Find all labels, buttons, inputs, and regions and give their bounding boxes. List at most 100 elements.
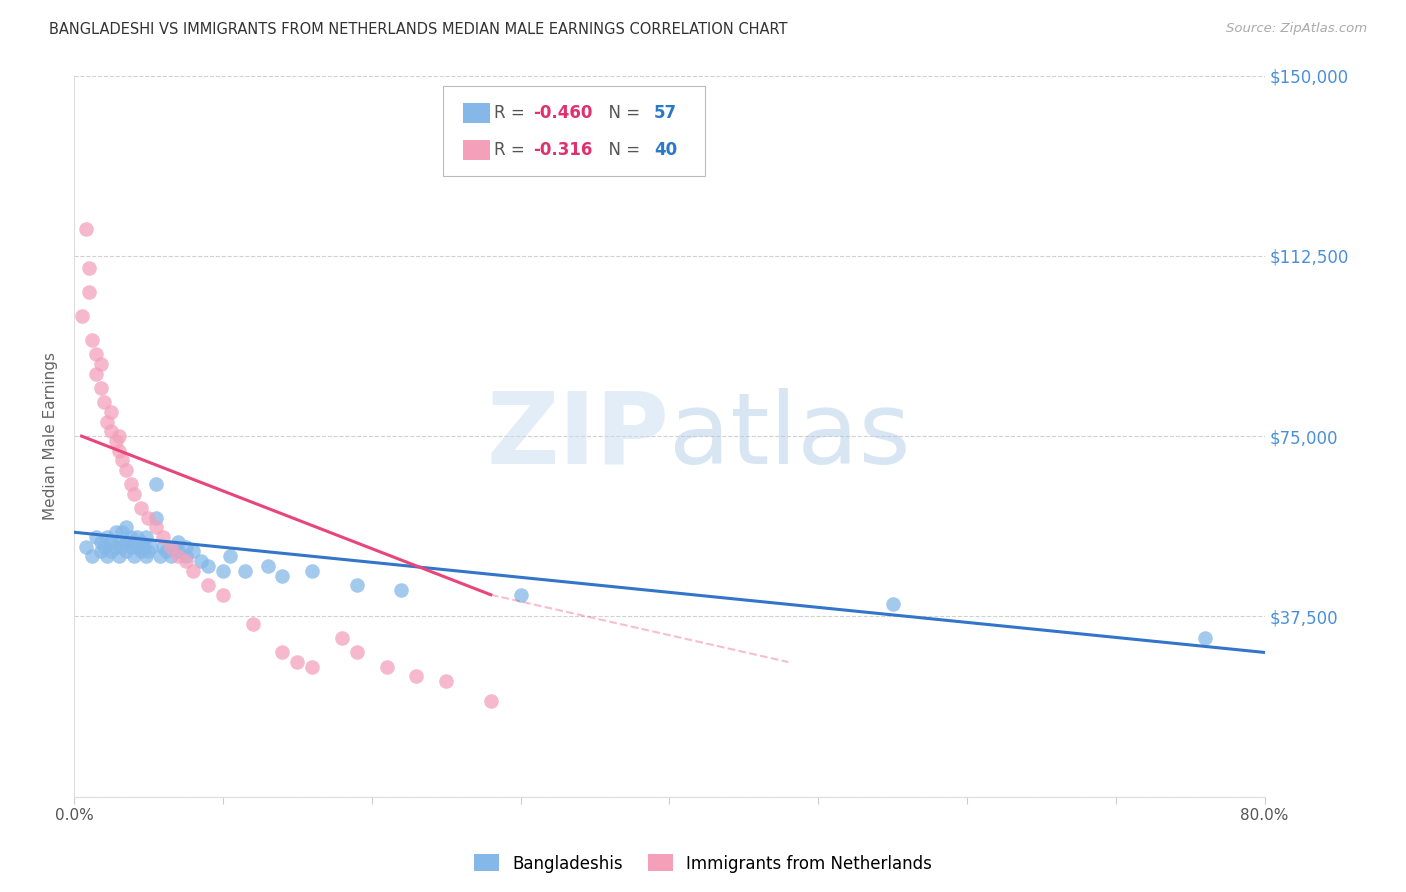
Point: [167, 544, 190, 558]
Point: [90, 381, 112, 395]
Point: [346, 578, 368, 592]
Point: [111, 453, 134, 467]
Point: [152, 540, 174, 554]
Point: [159, 549, 181, 564]
Point: [174, 549, 197, 564]
Point: [405, 669, 427, 683]
Point: [75, 540, 97, 554]
Point: [165, 540, 187, 554]
Point: [135, 549, 157, 564]
Text: N =: N =: [598, 141, 645, 159]
FancyBboxPatch shape: [443, 87, 704, 177]
Point: [301, 564, 323, 578]
Point: [80, 549, 103, 564]
Point: [181, 564, 204, 578]
Point: [122, 487, 145, 501]
Point: [132, 540, 155, 554]
Point: [104, 434, 127, 448]
Point: [111, 540, 134, 554]
Text: R =: R =: [495, 104, 530, 122]
Point: [167, 549, 190, 564]
Point: [93, 395, 115, 409]
Y-axis label: Median Male Earnings: Median Male Earnings: [44, 352, 58, 520]
Text: atlas: atlas: [669, 388, 911, 484]
Point: [212, 588, 235, 602]
Text: -0.460: -0.460: [534, 104, 593, 122]
Text: R =: R =: [495, 141, 536, 159]
Point: [152, 530, 174, 544]
Point: [96, 549, 118, 564]
Point: [174, 540, 197, 554]
Text: Source: ZipAtlas.com: Source: ZipAtlas.com: [1226, 22, 1367, 36]
Point: [145, 477, 167, 491]
Point: [107, 549, 129, 564]
Point: [138, 544, 160, 558]
Point: [115, 534, 138, 549]
Point: [96, 415, 118, 429]
Point: [80, 333, 103, 347]
Point: [104, 525, 127, 540]
Point: [233, 564, 256, 578]
Point: [346, 645, 368, 659]
Text: 40: 40: [654, 141, 676, 159]
Point: [122, 549, 145, 564]
Bar: [464, 103, 489, 123]
Point: [70, 309, 93, 323]
Point: [86, 367, 108, 381]
Point: [301, 660, 323, 674]
Point: [96, 530, 118, 544]
Point: [159, 540, 181, 554]
Point: [107, 443, 129, 458]
Point: [115, 520, 138, 534]
Text: ZIP: ZIP: [486, 388, 669, 484]
Point: [145, 520, 167, 534]
Point: [391, 582, 413, 597]
Point: [115, 463, 138, 477]
Point: [219, 549, 242, 564]
Point: [271, 568, 294, 582]
Point: [145, 511, 167, 525]
Point: [100, 405, 122, 419]
Legend: Bangladeshis, Immigrants from Netherlands: Bangladeshis, Immigrants from Netherland…: [467, 847, 939, 880]
Point: [90, 534, 112, 549]
Point: [100, 425, 122, 439]
Point: [242, 616, 264, 631]
Point: [125, 540, 148, 554]
Point: [104, 540, 127, 554]
Point: [197, 578, 219, 592]
Point: [86, 347, 108, 361]
Point: [375, 660, 398, 674]
Point: [120, 477, 142, 491]
Point: [882, 598, 904, 612]
Text: 57: 57: [654, 104, 676, 122]
Point: [155, 544, 177, 558]
Point: [135, 530, 157, 544]
Point: [509, 588, 531, 602]
Point: [115, 544, 138, 558]
Point: [90, 544, 112, 558]
Text: N =: N =: [598, 104, 645, 122]
Point: [77, 260, 100, 275]
Bar: [464, 139, 489, 160]
Point: [434, 674, 457, 689]
Point: [129, 544, 152, 558]
Point: [75, 222, 97, 236]
Point: [129, 501, 152, 516]
Point: [93, 540, 115, 554]
Point: [181, 544, 204, 558]
Point: [111, 525, 134, 540]
Point: [77, 285, 100, 299]
Point: [120, 530, 142, 544]
Point: [120, 540, 142, 554]
Point: [174, 554, 197, 568]
Point: [285, 655, 308, 669]
Point: [479, 693, 502, 707]
Point: [271, 645, 294, 659]
Point: [141, 540, 163, 554]
Point: [107, 429, 129, 443]
Point: [90, 357, 112, 371]
Point: [86, 530, 108, 544]
Point: [149, 549, 172, 564]
Text: BANGLADESHI VS IMMIGRANTS FROM NETHERLANDS MEDIAN MALE EARNINGS CORRELATION CHAR: BANGLADESHI VS IMMIGRANTS FROM NETHERLAN…: [49, 22, 787, 37]
Point: [1194, 631, 1216, 645]
